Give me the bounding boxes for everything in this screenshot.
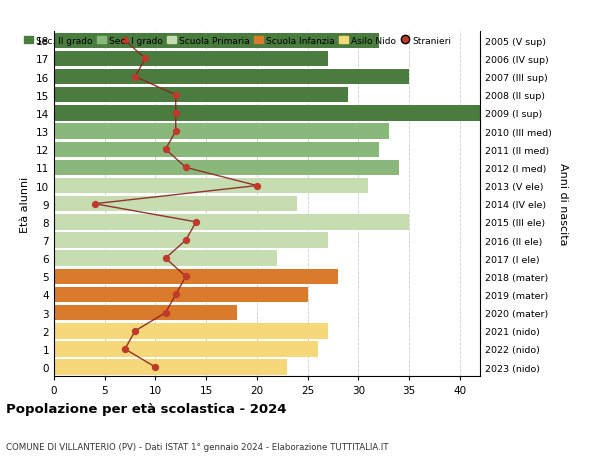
- Y-axis label: Anni di nascita: Anni di nascita: [559, 163, 568, 246]
- Bar: [54, 233, 328, 248]
- Bar: [54, 124, 389, 140]
- Bar: [54, 196, 298, 212]
- Point: [171, 110, 181, 118]
- Point: [171, 128, 181, 135]
- Point: [140, 56, 150, 63]
- Bar: [54, 251, 277, 266]
- Bar: [54, 160, 399, 176]
- Point: [161, 309, 170, 317]
- Bar: [54, 106, 480, 121]
- Bar: [54, 269, 338, 285]
- Point: [252, 183, 262, 190]
- Bar: [54, 51, 328, 67]
- Legend: Sec. II grado, Sec. I grado, Scuola Primaria, Scuola Infanzia, Asilo Nido, Stran: Sec. II grado, Sec. I grado, Scuola Prim…: [25, 37, 451, 45]
- Point: [151, 364, 160, 371]
- Point: [181, 237, 191, 244]
- Point: [120, 346, 130, 353]
- Bar: [54, 179, 368, 194]
- Bar: [54, 305, 236, 321]
- Point: [181, 273, 191, 280]
- Bar: [54, 88, 348, 103]
- Y-axis label: Età alunni: Età alunni: [20, 176, 31, 232]
- Text: Popolazione per età scolastica - 2024: Popolazione per età scolastica - 2024: [6, 403, 287, 415]
- Text: COMUNE DI VILLANTERIO (PV) - Dati ISTAT 1° gennaio 2024 - Elaborazione TUTTITALI: COMUNE DI VILLANTERIO (PV) - Dati ISTAT …: [6, 442, 389, 451]
- Bar: [54, 70, 409, 85]
- Bar: [54, 324, 328, 339]
- Point: [171, 291, 181, 298]
- Bar: [54, 215, 409, 230]
- Point: [181, 164, 191, 172]
- Point: [161, 146, 170, 154]
- Point: [191, 218, 201, 226]
- Bar: [54, 142, 379, 157]
- Bar: [54, 359, 287, 375]
- Point: [120, 38, 130, 45]
- Point: [130, 327, 140, 335]
- Bar: [54, 287, 308, 302]
- Point: [130, 74, 140, 81]
- Point: [90, 201, 100, 208]
- Point: [161, 255, 170, 262]
- Bar: [54, 34, 379, 49]
- Bar: [54, 341, 318, 357]
- Point: [171, 92, 181, 99]
